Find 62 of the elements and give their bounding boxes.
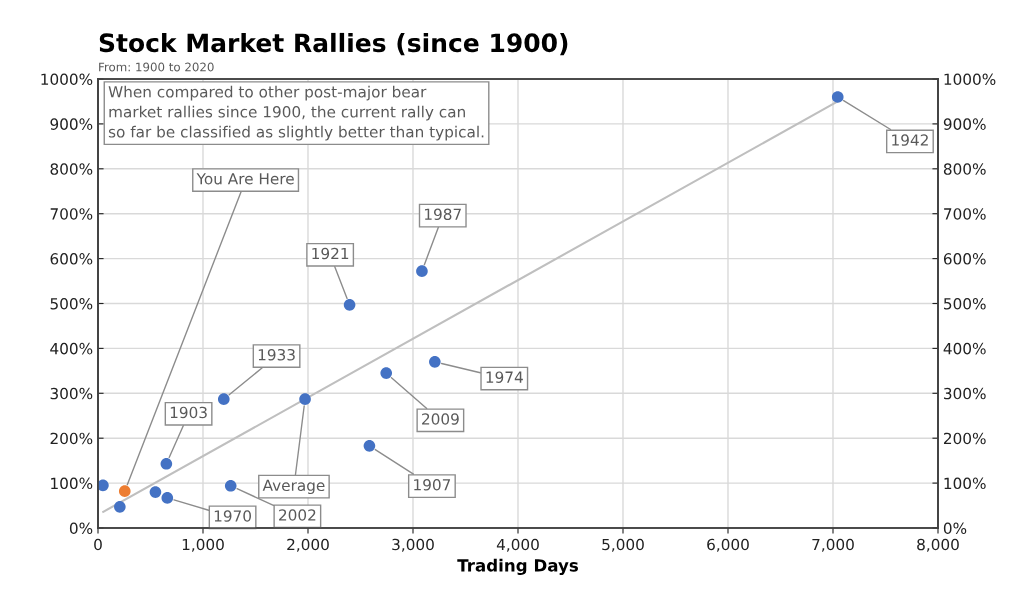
point xyxy=(831,91,844,103)
x-axis-title: Trading Days xyxy=(457,558,578,576)
x-tick-label: 2,000 xyxy=(287,538,329,552)
point xyxy=(343,299,356,311)
point xyxy=(118,485,131,497)
y2-tick-label: 0% xyxy=(943,522,967,535)
y-tick-label: 100% xyxy=(51,477,93,490)
point xyxy=(299,393,311,405)
y2-tick-label: 700% xyxy=(944,208,986,220)
point xyxy=(416,265,428,277)
annotation: 1903 xyxy=(170,406,207,419)
annotation: 1942 xyxy=(892,134,928,146)
y2-tick-label: 500% xyxy=(944,297,986,310)
x-tick-label: 5,000 xyxy=(602,538,644,552)
y2-tick-label: 800% xyxy=(943,163,986,175)
y2-tick-label: 200% xyxy=(943,432,986,445)
y2-tick-label: 300% xyxy=(944,387,986,400)
y-tick-label: 0% xyxy=(69,522,93,535)
point xyxy=(160,457,173,470)
point xyxy=(217,393,230,405)
y-tick-label: 800% xyxy=(50,163,93,175)
annotation: 2002 xyxy=(279,509,316,521)
point xyxy=(161,492,174,504)
annotation: 1933 xyxy=(258,348,295,361)
y-tick-label: 600% xyxy=(50,253,93,265)
y2-tick-label: 1000% xyxy=(944,73,996,86)
annotation: 1970 xyxy=(214,510,251,522)
annotation: 1987 xyxy=(425,208,461,221)
x-tick-label: 8,000 xyxy=(917,538,959,552)
y-tick-label: 300% xyxy=(50,387,93,400)
y2-tick-label: 600% xyxy=(943,253,986,265)
annotation: 1921 xyxy=(312,247,349,260)
y2-tick-label: 900% xyxy=(943,118,986,130)
x-tick-label: 1,000 xyxy=(182,538,224,552)
y-tick-label: 200% xyxy=(50,432,93,445)
x-tick-label: 6,000 xyxy=(707,538,749,552)
x-tick-label: 7,000 xyxy=(812,538,854,552)
y2-tick-label: 100% xyxy=(944,477,986,490)
point xyxy=(363,440,376,452)
x-tick-label: 3,000 xyxy=(392,538,434,552)
point xyxy=(224,479,237,492)
y-tick-label: 400% xyxy=(50,342,93,355)
point xyxy=(380,367,393,379)
annotation: You Are Here xyxy=(196,173,294,185)
point xyxy=(98,479,109,492)
x-tick-label: 4,000 xyxy=(496,538,539,552)
y-tick-label: 900% xyxy=(50,118,93,130)
y2-tick-label: 400% xyxy=(943,342,986,355)
y-tick-label: 700% xyxy=(50,208,93,220)
y-tick-label: 1000% xyxy=(41,73,93,86)
x-tick-label: 0 xyxy=(94,538,102,551)
y-tick-label: 500% xyxy=(50,297,93,310)
annotation: 1974 xyxy=(486,371,523,383)
annotation: 1907 xyxy=(414,478,451,491)
annotation: When compared to other post-major bear market rallies since 1900, the current rally can so far be classified as slightly better than typical. xyxy=(108,85,484,141)
annotation: 2009 xyxy=(422,413,459,425)
chart-subtitle: From: 1900 to 2020 xyxy=(99,62,214,72)
point xyxy=(114,501,126,513)
point xyxy=(149,486,162,498)
annotation: Average xyxy=(262,479,325,495)
chart-title: Stock Market Rallies (since 1900) xyxy=(99,32,568,56)
point xyxy=(429,356,441,368)
